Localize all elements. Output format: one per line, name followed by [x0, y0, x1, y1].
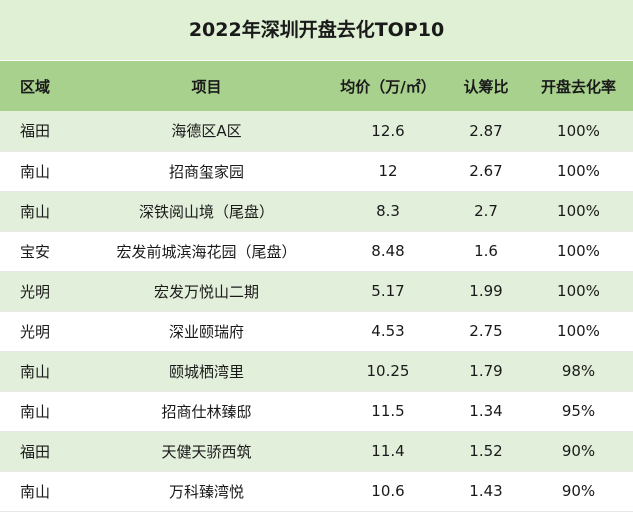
cell-sellthrough-rate: 90%	[524, 431, 633, 472]
cell-region: 福田	[0, 111, 85, 152]
cell-project: 深业颐瑞府	[85, 311, 328, 352]
cell-project: 万科臻湾悦	[85, 471, 328, 512]
cell-price: 10.6	[328, 471, 448, 512]
cell-project: 颐城栖湾里	[85, 351, 328, 392]
cell-region: 福田	[0, 431, 85, 472]
table-row: 光明 深业颐瑞府 4.53 2.75 100%	[0, 311, 633, 352]
cell-price: 5.17	[328, 271, 448, 312]
cell-subscription-ratio: 2.7	[448, 191, 524, 232]
cell-price: 12.6	[328, 111, 448, 152]
cell-region: 南山	[0, 351, 85, 392]
cell-sellthrough-rate: 98%	[524, 351, 633, 392]
header-region: 区域	[20, 77, 51, 96]
cell-price: 8.3	[328, 191, 448, 232]
cell-region: 南山	[0, 151, 85, 192]
cell-project: 天健天骄西筑	[85, 431, 328, 472]
cell-project: 深铁阅山境（尾盘）	[85, 191, 328, 232]
data-table: 区域 项目 均价（万/㎡） 认筹比 开盘去化率 福田 海德区A区 12.6 2.87 1…	[0, 61, 633, 512]
cell-region: 光明	[0, 311, 85, 352]
cell-sellthrough-rate: 100%	[524, 311, 633, 352]
cell-sellthrough-rate: 100%	[524, 231, 633, 272]
cell-subscription-ratio: 1.99	[448, 271, 524, 312]
table-row: 福田 天健天骄西筑 11.4 1.52 90%	[0, 431, 633, 472]
header-row: 区域 项目 均价（万/㎡） 认筹比 开盘去化率	[0, 61, 633, 111]
table-row: 光明 宏发万悦山二期 5.17 1.99 100%	[0, 271, 633, 312]
cell-sellthrough-rate: 95%	[524, 391, 633, 432]
table-row: 南山 招商玺家园 12 2.67 100%	[0, 151, 633, 192]
cell-subscription-ratio: 1.43	[448, 471, 524, 512]
cell-region: 南山	[0, 391, 85, 432]
cell-price: 12	[328, 151, 448, 192]
header-sellthrough-rate: 开盘去化率	[540, 77, 616, 96]
cell-price: 11.4	[328, 431, 448, 472]
cell-sellthrough-rate: 100%	[524, 191, 633, 232]
table-row: 宝安 宏发前城滨海花园（尾盘） 8.48 1.6 100%	[0, 231, 633, 272]
cell-sellthrough-rate: 100%	[524, 151, 633, 192]
cell-price: 8.48	[328, 231, 448, 272]
table-row: 南山 招商仕林臻邸 11.5 1.34 95%	[0, 391, 633, 432]
cell-subscription-ratio: 2.75	[448, 311, 524, 352]
cell-region: 南山	[0, 471, 85, 512]
cell-region: 光明	[0, 271, 85, 312]
cell-subscription-ratio: 1.52	[448, 431, 524, 472]
cell-project: 招商仕林臻邸	[85, 391, 328, 432]
table-row: 南山 颐城栖湾里 10.25 1.79 98%	[0, 351, 633, 392]
cell-subscription-ratio: 1.6	[448, 231, 524, 272]
cell-subscription-ratio: 1.34	[448, 391, 524, 432]
table-row: 南山 万科臻湾悦 10.6 1.43 90%	[0, 471, 633, 512]
cell-sellthrough-rate: 100%	[524, 271, 633, 312]
cell-sellthrough-rate: 90%	[524, 471, 633, 512]
cell-price: 10.25	[328, 351, 448, 392]
cell-price: 11.5	[328, 391, 448, 432]
cell-subscription-ratio: 2.87	[448, 111, 524, 152]
cell-price: 4.53	[328, 311, 448, 352]
cell-project: 招商玺家园	[85, 151, 328, 192]
cell-subscription-ratio: 2.67	[448, 151, 524, 192]
table-row: 福田 海德区A区 12.6 2.87 100%	[0, 111, 633, 152]
cell-project: 海德区A区	[85, 111, 328, 152]
header-project: 项目	[191, 77, 222, 96]
cell-region: 宝安	[0, 231, 85, 272]
cell-project: 宏发万悦山二期	[85, 271, 328, 312]
table-row: 南山 深铁阅山境（尾盘） 8.3 2.7 100%	[0, 191, 633, 232]
header-subscription-ratio: 认筹比	[463, 77, 509, 96]
table-title: 2022年深圳开盘去化TOP10	[0, 0, 633, 61]
cell-sellthrough-rate: 100%	[524, 111, 633, 152]
cell-region: 南山	[0, 191, 85, 232]
cell-project: 宏发前城滨海花园（尾盘）	[85, 231, 328, 272]
table-body: 福田 海德区A区 12.6 2.87 100% 南山 招商玺家园 12 2.67 100% 南山 深铁…	[0, 111, 633, 512]
cell-subscription-ratio: 1.79	[448, 351, 524, 392]
header-price: 均价（万/㎡）	[340, 77, 436, 96]
